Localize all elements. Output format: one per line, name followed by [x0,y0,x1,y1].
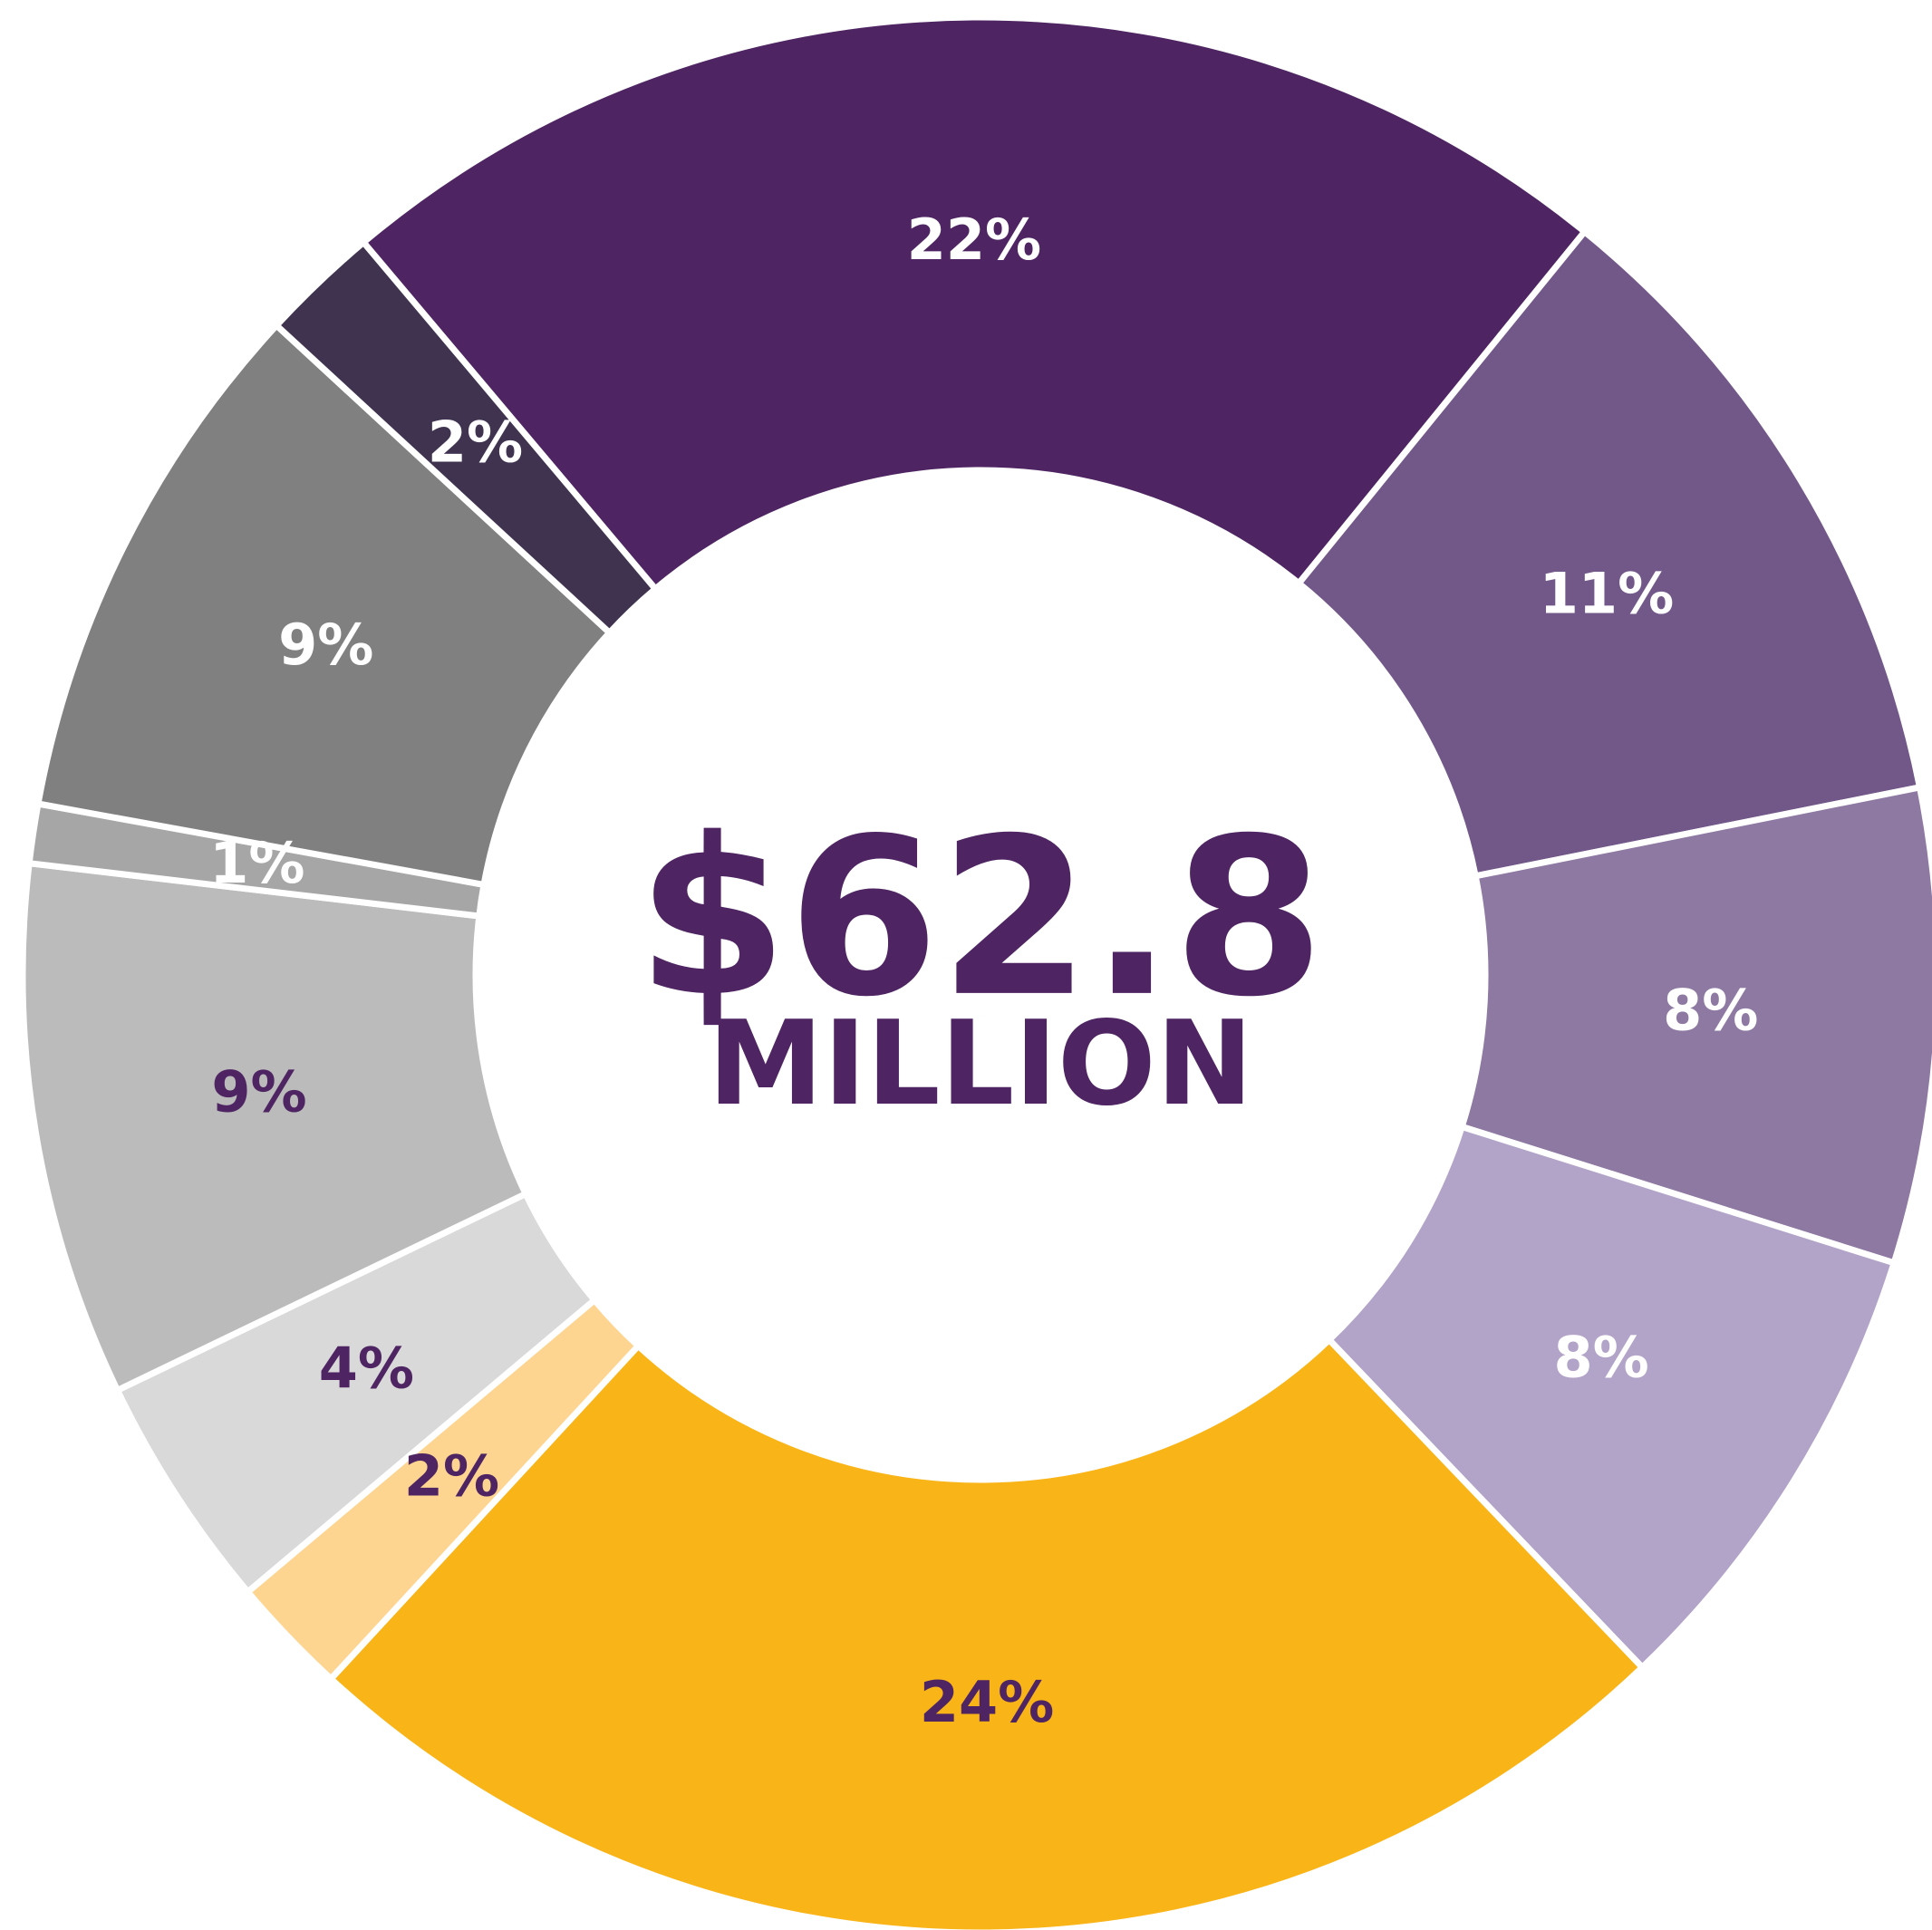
slice-label: 1% [209,830,304,896]
slice-label: 22% [907,207,1041,273]
slice-label: 24% [920,1669,1054,1735]
donut-slice [272,237,661,638]
donut-slice [1294,227,1924,880]
slice-label: 8% [1553,1325,1648,1391]
slice-label: 9% [211,1058,306,1124]
donut-slice [359,14,1589,593]
center-subtitle: MILLION [708,997,1253,1132]
donut-slice [19,859,530,1395]
slice-label: 2% [428,410,523,476]
slice-label: 8% [1663,978,1758,1044]
donut-slice [1324,1123,1898,1673]
slice-label: 2% [404,1443,499,1510]
slice-label: 11% [1540,560,1674,626]
slice-label: 9% [278,612,373,678]
donut-slice [1457,783,1932,1268]
center-title: $62.8 [636,791,1324,1045]
slice-label: 4% [319,1335,414,1401]
donut-slice [326,1335,1647,1930]
donut-slice [34,321,614,889]
